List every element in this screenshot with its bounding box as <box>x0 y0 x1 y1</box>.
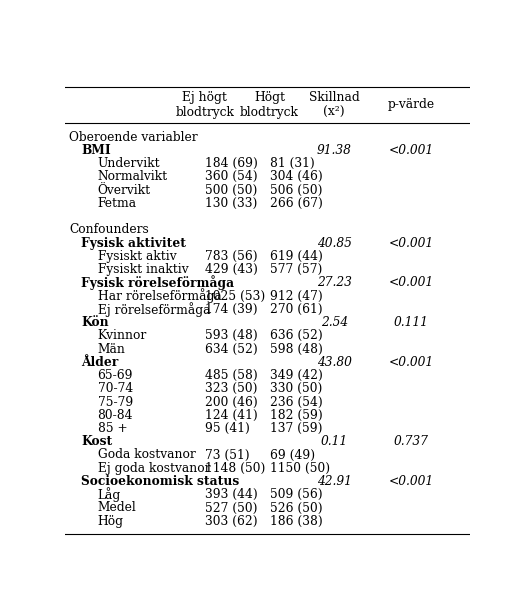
Text: Oberoende variabler: Oberoende variabler <box>69 131 198 143</box>
Text: 485 (58): 485 (58) <box>205 369 257 382</box>
Text: 323 (50): 323 (50) <box>205 382 257 395</box>
Text: Skillnad
(x²): Skillnad (x²) <box>309 91 360 119</box>
Text: Fysiskt aktiv: Fysiskt aktiv <box>98 250 176 263</box>
Text: 80-84: 80-84 <box>98 409 133 422</box>
Text: 506 (50): 506 (50) <box>269 184 322 196</box>
Text: 2.54: 2.54 <box>321 316 348 329</box>
Text: 184 (69): 184 (69) <box>205 157 258 170</box>
Text: 73 (51): 73 (51) <box>205 448 250 462</box>
Text: Hög: Hög <box>98 515 124 528</box>
Text: 65-69: 65-69 <box>98 369 133 382</box>
Text: 912 (47): 912 (47) <box>269 290 322 303</box>
Text: Fetma: Fetma <box>98 197 137 210</box>
Text: 40.85: 40.85 <box>317 237 352 249</box>
Text: 81 (31): 81 (31) <box>269 157 314 170</box>
Text: 783 (56): 783 (56) <box>205 250 257 263</box>
Text: Confounders: Confounders <box>69 223 149 236</box>
Text: 124 (41): 124 (41) <box>205 409 257 422</box>
Text: 0.737: 0.737 <box>394 436 429 448</box>
Text: Ej goda kostvanor: Ej goda kostvanor <box>98 462 210 475</box>
Text: Ej högt
blodtryck: Ej högt blodtryck <box>175 91 234 119</box>
Text: 0.111: 0.111 <box>394 316 429 329</box>
Text: 236 (54): 236 (54) <box>269 395 322 409</box>
Text: 330 (50): 330 (50) <box>269 382 322 395</box>
Text: Socioekonomisk status: Socioekonomisk status <box>81 475 240 488</box>
Text: 27.23: 27.23 <box>317 276 352 289</box>
Text: 304 (46): 304 (46) <box>269 170 322 184</box>
Text: 598 (48): 598 (48) <box>269 343 323 356</box>
Text: Normalvikt: Normalvikt <box>98 170 168 184</box>
Text: 69 (49): 69 (49) <box>269 448 315 462</box>
Text: 75-79: 75-79 <box>98 395 133 409</box>
Text: 636 (52): 636 (52) <box>269 329 322 342</box>
Text: Fysiskt inaktiv: Fysiskt inaktiv <box>98 263 188 276</box>
Text: BMI: BMI <box>81 144 111 157</box>
Text: 1148 (50): 1148 (50) <box>205 462 265 475</box>
Text: Kvinnor: Kvinnor <box>98 329 147 342</box>
Text: <0.001: <0.001 <box>388 237 434 249</box>
Text: 200 (46): 200 (46) <box>205 395 257 409</box>
Text: 619 (44): 619 (44) <box>269 250 323 263</box>
Text: 393 (44): 393 (44) <box>205 488 257 501</box>
Text: Män: Män <box>98 343 125 356</box>
Text: 634 (52): 634 (52) <box>205 343 257 356</box>
Text: 526 (50): 526 (50) <box>269 501 322 514</box>
Text: <0.001: <0.001 <box>388 475 434 488</box>
Text: 137 (59): 137 (59) <box>269 422 322 435</box>
Text: 70-74: 70-74 <box>98 382 133 395</box>
Text: 85 +: 85 + <box>98 422 127 435</box>
Text: 527 (50): 527 (50) <box>205 501 257 514</box>
Text: <0.001: <0.001 <box>388 144 434 157</box>
Text: 42.91: 42.91 <box>317 475 352 488</box>
Text: 0.11: 0.11 <box>321 436 348 448</box>
Text: 174 (39): 174 (39) <box>205 303 257 316</box>
Text: 91.38: 91.38 <box>317 144 352 157</box>
Text: Undervikt: Undervikt <box>98 157 160 170</box>
Text: <0.001: <0.001 <box>388 276 434 289</box>
Text: 43.80: 43.80 <box>317 356 352 369</box>
Text: Har rörelseförmåga: Har rörelseförmåga <box>98 289 221 304</box>
Text: 500 (50): 500 (50) <box>205 184 257 196</box>
Text: 509 (56): 509 (56) <box>269 488 322 501</box>
Text: Ålder: Ålder <box>81 356 118 369</box>
Text: <0.001: <0.001 <box>388 356 434 369</box>
Text: Låg: Låg <box>98 487 121 502</box>
Text: 182 (59): 182 (59) <box>269 409 322 422</box>
Text: Kost: Kost <box>81 436 113 448</box>
Text: 130 (33): 130 (33) <box>205 197 257 210</box>
Text: 1025 (53): 1025 (53) <box>205 290 265 303</box>
Text: 95 (41): 95 (41) <box>205 422 250 435</box>
Text: 303 (62): 303 (62) <box>205 515 257 528</box>
Text: Medel: Medel <box>98 501 136 514</box>
Text: Ej rörelseförmåga: Ej rörelseförmåga <box>98 302 210 317</box>
Text: 593 (48): 593 (48) <box>205 329 257 342</box>
Text: Fysisk rörelseförmåga: Fysisk rörelseförmåga <box>81 275 234 290</box>
Text: Övervikt: Övervikt <box>98 184 151 196</box>
Text: 1150 (50): 1150 (50) <box>269 462 330 475</box>
Text: 186 (38): 186 (38) <box>269 515 322 528</box>
Text: 270 (61): 270 (61) <box>269 303 322 316</box>
Text: 429 (43): 429 (43) <box>205 263 258 276</box>
Text: Goda kostvanor: Goda kostvanor <box>98 448 195 462</box>
Text: Kön: Kön <box>81 316 109 329</box>
Text: 266 (67): 266 (67) <box>269 197 323 210</box>
Text: 360 (54): 360 (54) <box>205 170 257 184</box>
Text: p-värde: p-värde <box>387 98 435 112</box>
Text: 577 (57): 577 (57) <box>269 263 322 276</box>
Text: Högt
blodtryck: Högt blodtryck <box>240 91 299 119</box>
Text: 349 (42): 349 (42) <box>269 369 323 382</box>
Text: Fysisk aktivitet: Fysisk aktivitet <box>81 237 186 249</box>
